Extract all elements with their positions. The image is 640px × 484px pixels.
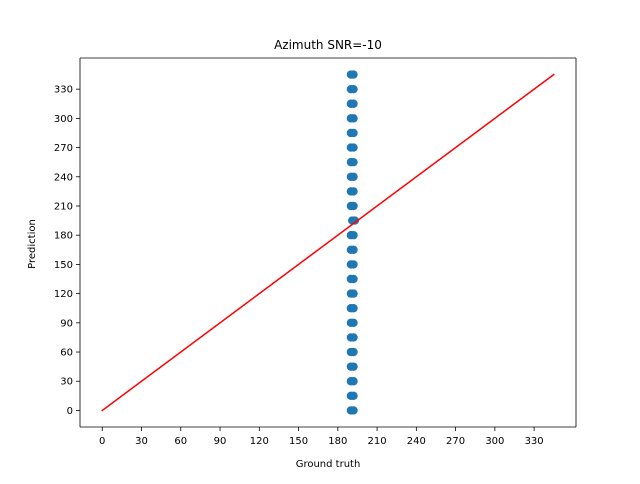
data-point: [349, 362, 358, 371]
data-point: [350, 216, 360, 225]
data-point: [349, 231, 358, 240]
y-tick-label: 240: [54, 172, 73, 183]
x-tick-label: 90: [214, 436, 227, 447]
data-point: [349, 289, 358, 298]
data-point: [349, 391, 358, 401]
y-tick-label: 150: [54, 260, 73, 271]
y-axis-label: Prediction: [27, 219, 38, 269]
data-point: [349, 260, 358, 269]
x-tick-label: 60: [174, 436, 187, 447]
data-point: [349, 304, 358, 313]
data-point: [349, 406, 358, 415]
data-point: [349, 377, 358, 386]
plot-area: [101, 70, 555, 415]
data-point: [349, 274, 358, 284]
x-tick-label: 300: [485, 436, 504, 447]
x-axis-label: Ground truth: [296, 459, 361, 470]
data-point: [349, 172, 358, 181]
y-tick-label: 180: [54, 231, 73, 242]
x-tick-label: 180: [328, 436, 347, 447]
data-point: [349, 84, 358, 94]
x-tick-label: 120: [250, 436, 269, 447]
y-tick-label: 90: [60, 318, 73, 329]
reference-line: [101, 73, 555, 412]
data-point: [349, 318, 358, 328]
data-point: [349, 99, 358, 108]
x-tick-label: 210: [368, 436, 387, 447]
data-point: [349, 187, 358, 196]
y-tick-label: 270: [54, 143, 73, 154]
y-tick-label: 120: [54, 289, 73, 300]
y-tick-label: 210: [54, 201, 73, 212]
y-tick-label: 60: [60, 348, 73, 359]
data-point: [349, 157, 358, 167]
y-tick-label: 300: [54, 114, 73, 125]
data-point: [349, 201, 358, 211]
data-point: [349, 333, 358, 342]
data-point: [349, 143, 358, 152]
chart-title: Azimuth SNR=-10: [274, 38, 382, 52]
data-point: [349, 128, 358, 138]
x-tick-label: 0: [99, 436, 105, 447]
x-tick-label: 240: [407, 436, 426, 447]
data-point: [349, 114, 358, 123]
x-tick-label: 330: [525, 436, 544, 447]
x-tick-label: 30: [135, 436, 148, 447]
x-tick-label: 270: [446, 436, 465, 447]
data-point: [349, 70, 358, 79]
data-point: [349, 347, 358, 357]
y-tick-label: 0: [67, 406, 73, 417]
axes: 0 30 60 90 120 150 180 210 240 270 300 330 0 30 60 90 12…: [54, 57, 577, 447]
y-tick-label: 30: [60, 377, 73, 388]
x-tick-label: 150: [289, 436, 308, 447]
data-point: [349, 245, 358, 254]
y-tick-label: 330: [54, 85, 73, 96]
